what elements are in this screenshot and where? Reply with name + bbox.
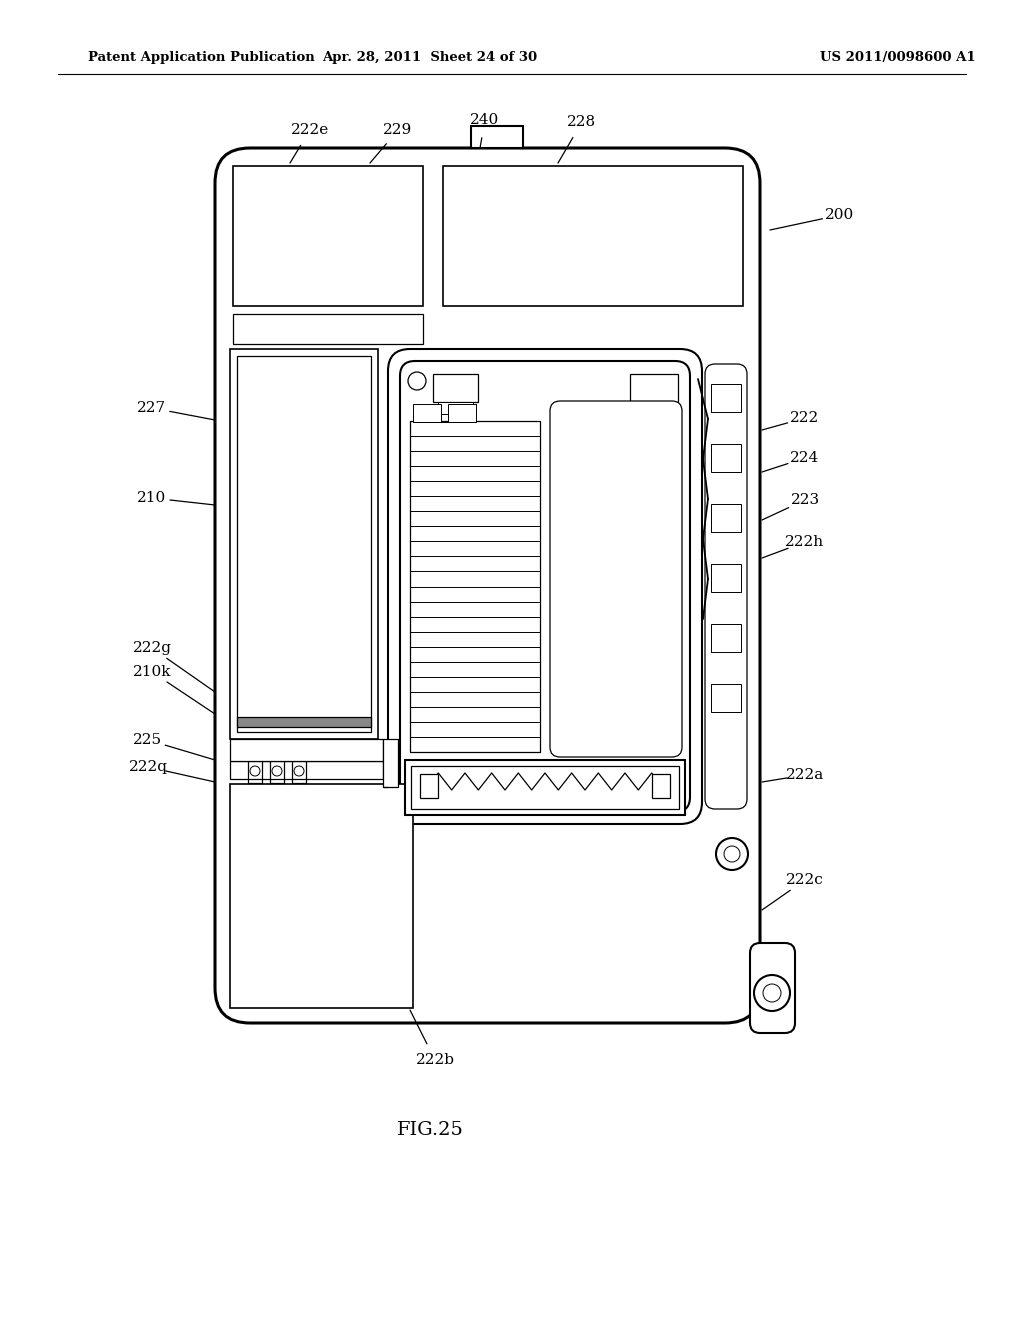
Text: FIG.25: FIG.25 <box>396 1121 464 1139</box>
Bar <box>411 766 679 809</box>
Circle shape <box>754 975 790 1011</box>
Circle shape <box>408 372 426 389</box>
Bar <box>237 717 371 727</box>
Bar <box>406 760 685 814</box>
Text: 222g: 222g <box>132 642 171 655</box>
Text: 223: 223 <box>791 492 819 507</box>
Text: 224: 224 <box>791 451 819 465</box>
Bar <box>230 784 413 1008</box>
Bar <box>449 404 476 422</box>
Bar <box>233 166 423 306</box>
Circle shape <box>272 766 282 776</box>
Circle shape <box>242 356 268 381</box>
Text: 225: 225 <box>133 733 163 747</box>
Circle shape <box>250 766 260 776</box>
Text: 210k: 210k <box>133 665 171 678</box>
FancyBboxPatch shape <box>400 360 690 812</box>
FancyBboxPatch shape <box>388 348 702 824</box>
Bar <box>413 404 441 422</box>
Circle shape <box>716 838 748 870</box>
Text: Patent Application Publication: Patent Application Publication <box>88 51 314 65</box>
Text: 228: 228 <box>567 115 597 129</box>
FancyBboxPatch shape <box>550 401 682 756</box>
Text: US 2011/0098600 A1: US 2011/0098600 A1 <box>820 51 976 65</box>
Text: 222e: 222e <box>291 123 329 137</box>
Text: 222a: 222a <box>785 768 824 781</box>
FancyBboxPatch shape <box>750 942 795 1034</box>
Bar <box>711 384 741 412</box>
Bar <box>230 348 378 739</box>
Text: 210: 210 <box>137 491 167 506</box>
Bar <box>230 762 383 779</box>
Bar <box>237 356 371 733</box>
Text: Apr. 28, 2011  Sheet 24 of 30: Apr. 28, 2011 Sheet 24 of 30 <box>323 51 538 65</box>
Text: 222q: 222q <box>128 760 168 774</box>
Bar <box>420 774 438 799</box>
Circle shape <box>763 983 781 1002</box>
Circle shape <box>294 766 304 776</box>
Bar <box>230 739 383 762</box>
Bar <box>652 774 670 799</box>
Text: 229: 229 <box>383 123 413 137</box>
Text: 227: 227 <box>137 401 167 414</box>
Bar <box>438 403 473 414</box>
Bar <box>233 314 423 345</box>
Bar <box>711 624 741 652</box>
Bar <box>410 421 540 752</box>
Bar <box>711 444 741 473</box>
FancyBboxPatch shape <box>705 364 746 809</box>
Text: 240: 240 <box>470 114 500 127</box>
Bar <box>433 374 478 403</box>
Text: 222c: 222c <box>786 873 824 887</box>
Bar <box>383 739 398 787</box>
Bar <box>711 564 741 591</box>
Circle shape <box>724 846 740 862</box>
Text: 222h: 222h <box>785 535 824 549</box>
Bar <box>471 125 523 148</box>
Text: 200: 200 <box>825 209 855 222</box>
Bar <box>630 374 678 403</box>
Bar <box>711 684 741 711</box>
FancyBboxPatch shape <box>215 148 760 1023</box>
Text: 222b: 222b <box>416 1053 455 1067</box>
Bar <box>443 166 743 306</box>
Bar <box>711 504 741 532</box>
Text: 222: 222 <box>791 411 819 425</box>
